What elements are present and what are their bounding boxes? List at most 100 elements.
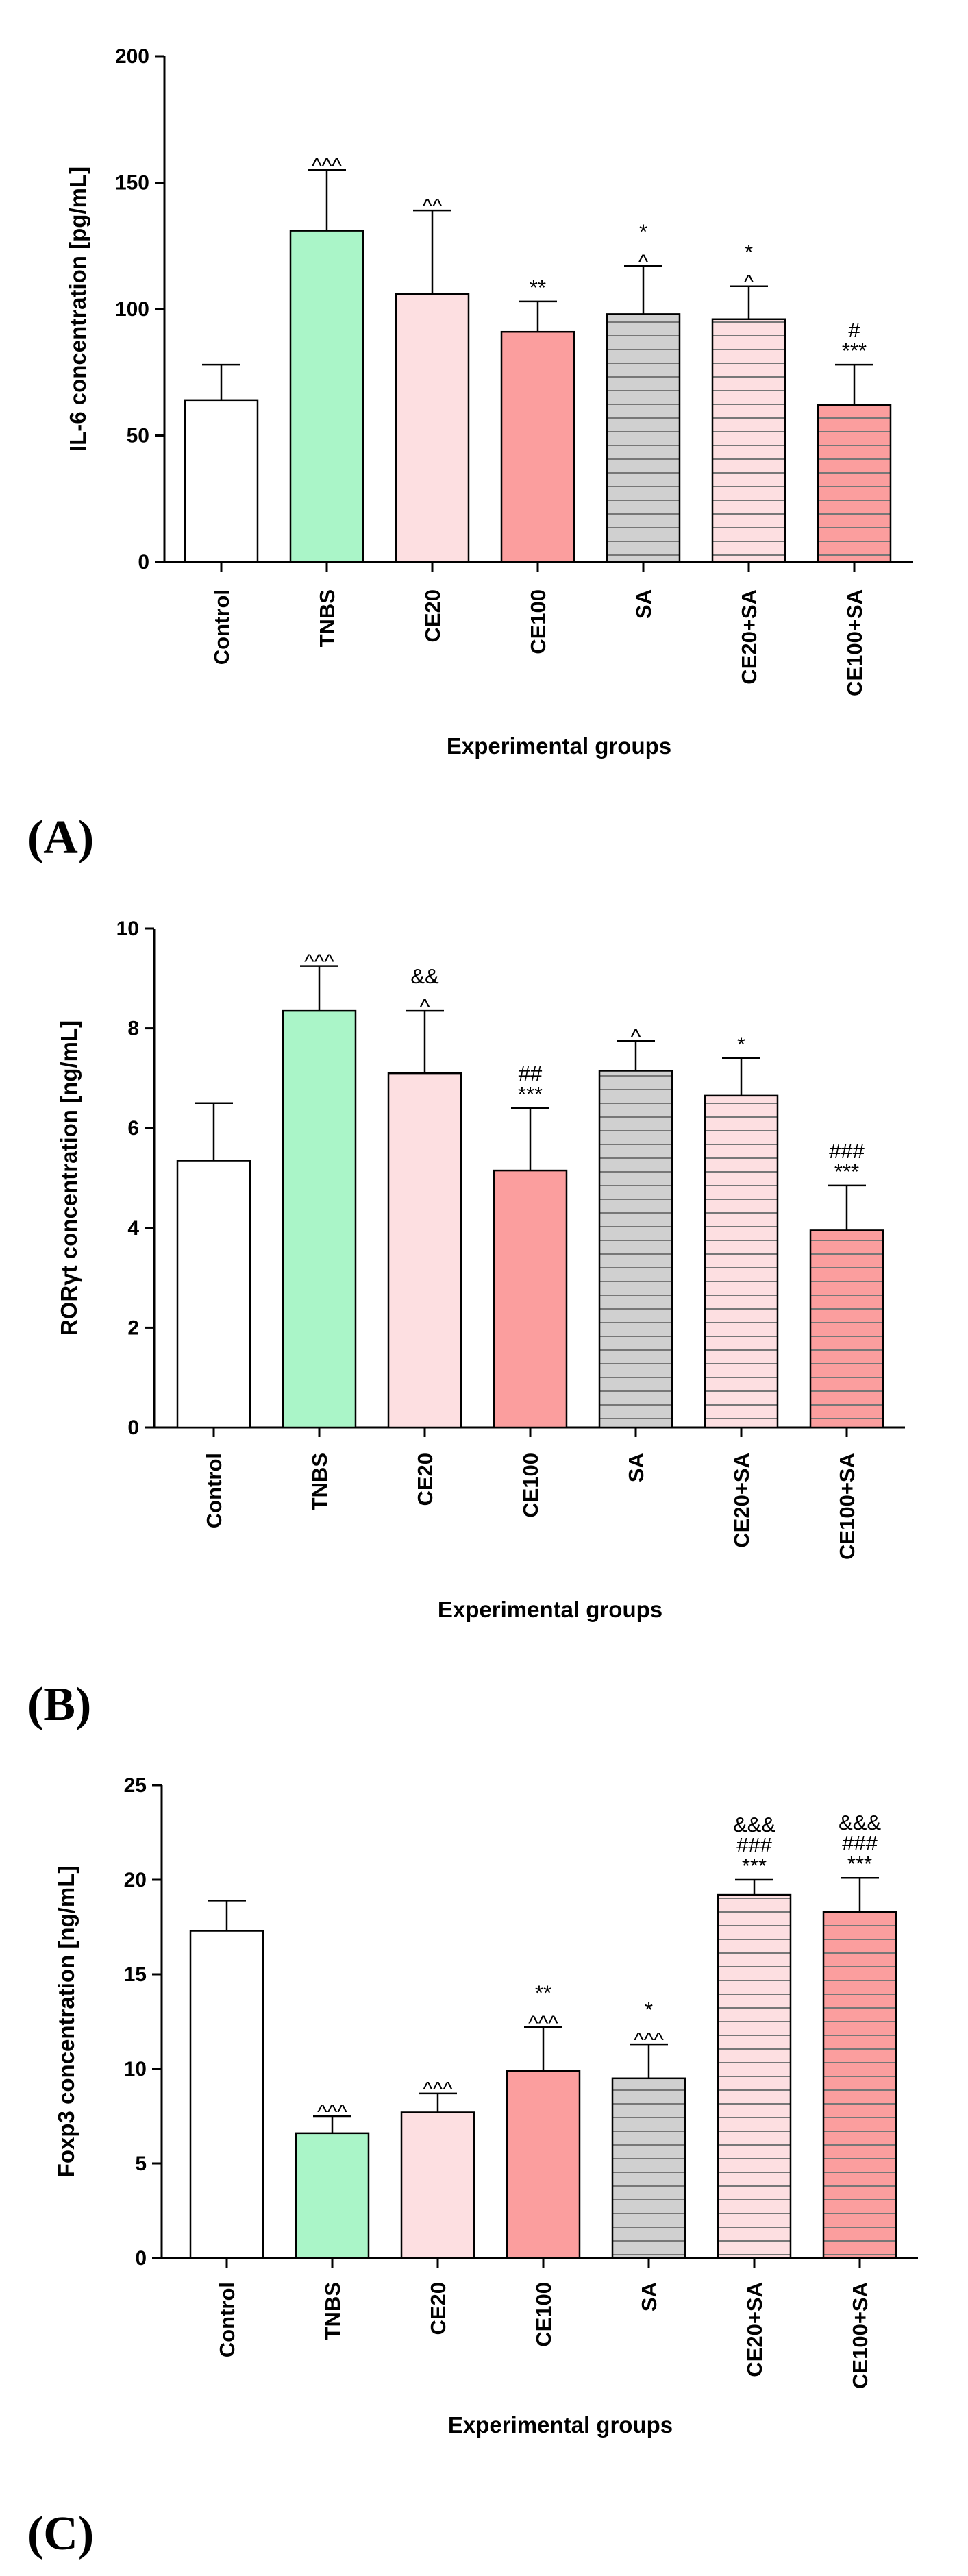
significance-label: # xyxy=(848,318,860,342)
significance-label: ### xyxy=(736,1833,772,1857)
y-tick-label: 25 xyxy=(124,1774,147,1797)
significance-label: ^^^ xyxy=(317,2100,347,2124)
y-tick-label: 6 xyxy=(127,1117,139,1140)
significance-label: ## xyxy=(519,1062,543,1085)
significance-label: ^ xyxy=(631,1025,641,1048)
significance-label: *** xyxy=(834,1160,859,1183)
y-axis-title: RORγt concentration [ng/mL] xyxy=(56,1020,82,1336)
significance-label: * xyxy=(745,240,753,264)
significance-label: ** xyxy=(535,1980,551,2004)
bar-tnbs xyxy=(296,2133,369,2258)
x-tick-label: CE100 xyxy=(532,2282,556,2347)
x-tick-label: SA xyxy=(637,2282,661,2311)
bar-hatch-ce100-plus-sa xyxy=(818,405,891,562)
y-tick-label: 8 xyxy=(127,1018,139,1040)
x-tick-label: CE20 xyxy=(421,589,445,643)
x-tick-label: CE20+SA xyxy=(737,589,761,685)
significance-label: ^^^ xyxy=(312,154,342,177)
significance-label: && xyxy=(410,964,439,988)
significance-label: * xyxy=(737,1032,745,1056)
bar-ce100 xyxy=(507,2070,580,2258)
y-tick-label: 5 xyxy=(135,2152,147,2175)
significance-label: * xyxy=(645,1998,653,2022)
x-tick-label: CE100 xyxy=(526,589,550,654)
significance-label: ### xyxy=(842,1831,878,1855)
bar-hatch-sa xyxy=(607,314,680,562)
panel-label: (C) xyxy=(27,2507,94,2560)
bar-tnbs xyxy=(283,1011,356,1427)
bar-ce100 xyxy=(501,332,574,562)
bar-control xyxy=(185,400,258,562)
bar-control xyxy=(190,1930,263,2258)
significance-label: &&& xyxy=(733,1813,775,1837)
bar-hatch-ce20-plus-sa xyxy=(718,1895,791,2258)
bar-ce20 xyxy=(396,293,469,562)
bar-control xyxy=(177,1160,250,1427)
significance-label: * xyxy=(639,219,647,243)
x-tick-label: CE20+SA xyxy=(743,2282,767,2377)
x-tick-label: CE20 xyxy=(413,1453,437,1506)
significance-label: ^^^ xyxy=(634,2028,664,2052)
y-tick-label: 4 xyxy=(127,1217,139,1240)
significance-label: ^^^ xyxy=(304,950,334,974)
bar-ce100 xyxy=(494,1170,567,1427)
bar-hatch-ce100-plus-sa xyxy=(823,1911,896,2258)
significance-label: ### xyxy=(829,1139,865,1163)
y-tick-label: 0 xyxy=(127,1416,139,1439)
y-tick-label: 150 xyxy=(115,172,149,195)
y-axis-title: Foxp3 concentration [ng/mL] xyxy=(53,1866,79,2178)
x-tick-label: TNBS xyxy=(321,2282,345,2340)
x-tick-label: CE100+SA xyxy=(835,1453,859,1560)
significance-label: ^^ xyxy=(422,194,443,218)
x-tick-label: Control xyxy=(210,589,234,665)
x-tick-label: CE100+SA xyxy=(848,2282,872,2389)
x-tick-label: CE20+SA xyxy=(730,1453,754,1548)
significance-label: ^^^ xyxy=(423,2077,453,2101)
x-tick-label: CE20 xyxy=(426,2282,450,2335)
x-axis-title: Experimental groups xyxy=(438,1597,662,1622)
bar-hatch-sa xyxy=(599,1070,672,1427)
x-tick-label: TNBS xyxy=(315,589,339,647)
y-tick-label: 0 xyxy=(135,2247,147,2270)
y-tick-label: 50 xyxy=(127,425,149,447)
bar-hatch-ce20-plus-sa xyxy=(712,319,785,562)
x-tick-label: Control xyxy=(215,2282,239,2357)
chart-panel-3: 0 5 10 15 20 25 Foxp3 concentration [ng/mL] Con… xyxy=(27,1774,918,2560)
bar-hatch-ce20-plus-sa xyxy=(705,1095,778,1427)
bar-hatch-ce100-plus-sa xyxy=(810,1230,883,1427)
significance-label: *** xyxy=(842,339,867,363)
y-tick-label: 200 xyxy=(115,45,149,68)
significance-label: *** xyxy=(518,1082,543,1106)
chart-panel-2: 0 2 4 6 8 10 RORγt concentration [ng/mL] Contro… xyxy=(27,918,905,1731)
bar-tnbs xyxy=(290,230,363,562)
panel-label: (A) xyxy=(27,811,94,864)
x-tick-label: CE100 xyxy=(519,1453,543,1518)
significance-label: ^ xyxy=(420,994,430,1018)
significance-label: *** xyxy=(742,1854,767,1878)
y-tick-label: 10 xyxy=(124,2058,147,2081)
significance-label: ** xyxy=(530,275,546,299)
significance-label: ^ xyxy=(638,249,649,273)
x-tick-label: TNBS xyxy=(308,1453,332,1510)
y-tick-label: 20 xyxy=(124,1869,147,1891)
chart-panel-1: 0 50 100 150 200 IL-6 concentration [pg/mL] Co… xyxy=(27,45,913,864)
x-tick-label: Control xyxy=(202,1453,226,1528)
bar-ce20 xyxy=(388,1073,461,1427)
y-tick-label: 10 xyxy=(116,918,139,940)
y-tick-label: 2 xyxy=(127,1316,139,1339)
y-tick-label: 15 xyxy=(124,1963,147,1986)
x-axis-title: Experimental groups xyxy=(447,733,671,759)
y-axis-title: IL-6 concentration [pg/mL] xyxy=(65,167,90,452)
significance-label: *** xyxy=(847,1852,872,1876)
bar-ce20 xyxy=(401,2112,474,2258)
x-tick-label: SA xyxy=(624,1453,648,1482)
panel-label: (B) xyxy=(27,1678,91,1731)
significance-label: ^^^ xyxy=(528,2011,558,2035)
y-tick-label: 100 xyxy=(115,298,149,321)
x-tick-label: CE100+SA xyxy=(843,589,867,696)
y-tick-label: 0 xyxy=(138,551,149,574)
x-tick-label: SA xyxy=(632,589,656,619)
significance-label: &&& xyxy=(839,1811,881,1835)
